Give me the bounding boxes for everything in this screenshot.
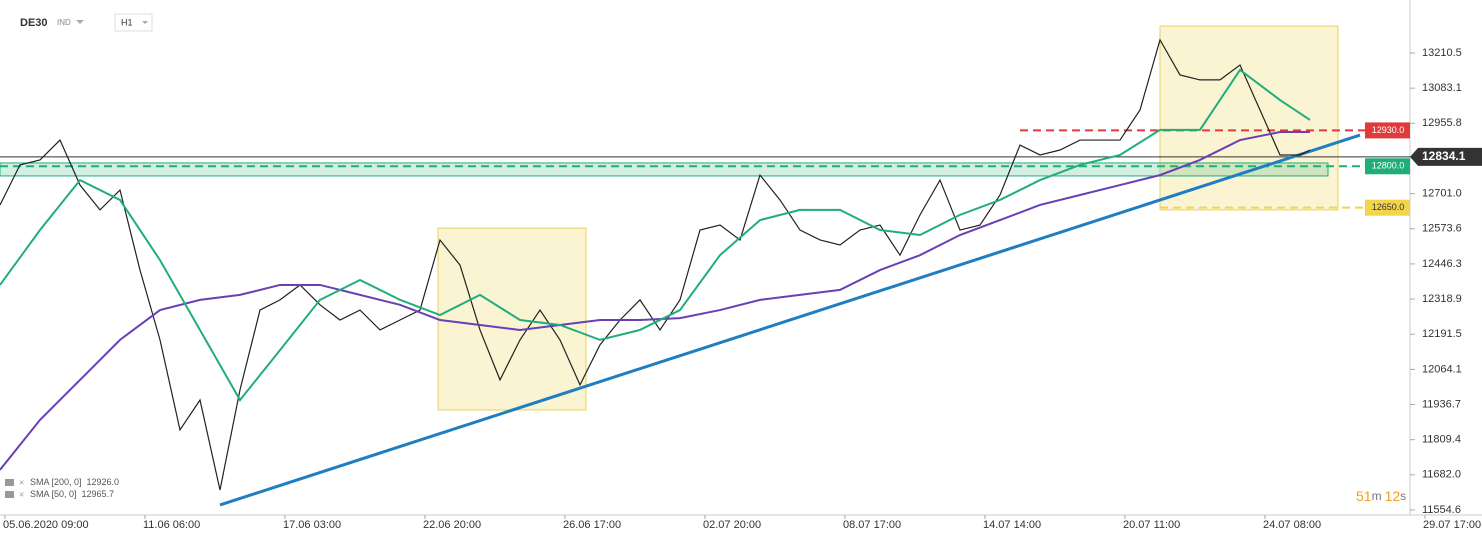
trendline: [219, 133, 1361, 507]
x-tick-label: 26.06 17:00: [563, 519, 621, 531]
level-label: 12800.0: [1372, 161, 1405, 171]
level-tag: [1365, 158, 1410, 175]
x-tick-label: 05.06.2020 09:00: [3, 519, 89, 531]
symbol[interactable]: DE30: [20, 17, 48, 29]
x-tick-label: 17.06 03:00: [283, 519, 341, 531]
y-tick-label: 12446.3: [1422, 258, 1462, 270]
zone: [437, 227, 587, 411]
legend-close: ×: [19, 489, 24, 499]
legend-icon: [5, 479, 14, 486]
zone: [1159, 25, 1339, 211]
price-line: [0, 38, 1311, 491]
current-price-tag: [1410, 147, 1482, 166]
sma-line: [0, 68, 1311, 402]
x-tick-label: 08.07 17:00: [843, 519, 901, 531]
support-band: [0, 162, 1329, 177]
y-tick-label: 11682.0: [1422, 469, 1461, 481]
timeframe-box[interactable]: [114, 13, 153, 32]
y-tick-label: 12191.5: [1422, 328, 1462, 340]
timer-seconds: 12: [1385, 488, 1401, 504]
level-label: 12650.0: [1372, 202, 1405, 212]
y-tick-label: 12318.9: [1422, 293, 1462, 305]
x-tick-label: 14.07 14:00: [983, 519, 1041, 531]
legend-value: 12926.0: [87, 477, 120, 487]
legend-close: ×: [19, 477, 24, 487]
y-tick-label: 11554.6: [1422, 504, 1461, 516]
dropdown-icon[interactable]: [76, 20, 84, 24]
legend-name: SMA [200, 0]: [30, 477, 82, 487]
x-tick-label: 02.07 20:00: [703, 519, 761, 531]
legend-entry: SMA [50, 0] 12965.7: [30, 489, 114, 499]
x-tick-label: 29.07 17:00: [1423, 519, 1481, 531]
dropdown-icon[interactable]: [142, 21, 148, 24]
y-tick-label: 11809.4: [1422, 434, 1461, 446]
timer-unit: m: [1372, 489, 1382, 503]
level-tag: [1365, 199, 1410, 216]
timeframe[interactable]: H1: [121, 17, 133, 27]
y-tick-label: 13083.1: [1422, 82, 1462, 94]
market: IND: [57, 18, 71, 27]
x-tick-label: 24.07 08:00: [1263, 519, 1321, 531]
legend-icon: [5, 491, 14, 498]
timer-minutes: 51: [1356, 488, 1372, 504]
legend-entry: SMA [200, 0] 12926.0: [30, 477, 119, 487]
current-price-label: 12834.1: [1422, 149, 1466, 163]
x-tick-label: 11.06 06:00: [143, 519, 200, 531]
level-label: 12930.0: [1372, 125, 1405, 135]
timer-unit: s: [1400, 489, 1406, 503]
y-tick-label: 11936.7: [1422, 398, 1461, 410]
timer: 51m 12s: [1356, 488, 1406, 504]
y-tick-label: 12701.0: [1422, 188, 1462, 200]
level-tag: [1365, 122, 1410, 139]
legend-value: 12965.7: [82, 489, 115, 499]
legend-name: SMA [50, 0]: [30, 489, 77, 499]
x-tick-label: 22.06 20:00: [423, 519, 481, 531]
x-tick-label: 20.07 11:00: [1123, 519, 1180, 531]
y-tick-label: 12573.6: [1422, 223, 1462, 235]
y-tick-label: 13210.5: [1422, 47, 1462, 59]
y-tick-label: 12064.1: [1422, 363, 1462, 375]
y-tick-label: 12955.8: [1422, 117, 1462, 129]
